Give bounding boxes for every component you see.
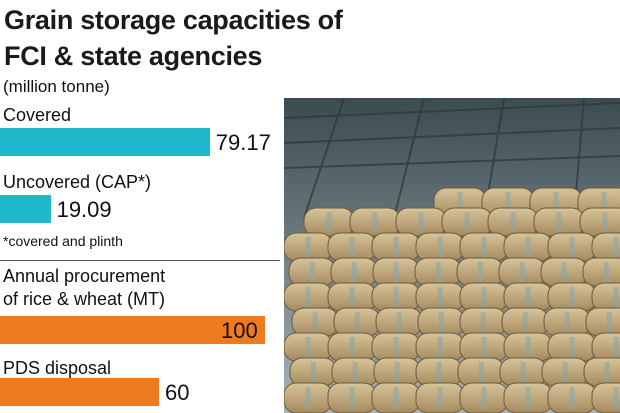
sack-stripe <box>553 192 559 214</box>
sack-stripe <box>556 212 562 232</box>
sack-stripe <box>569 287 575 307</box>
sack-stripe <box>372 212 378 232</box>
photo-illustration <box>284 98 620 413</box>
sack-stripe <box>349 287 355 307</box>
sack-stripe <box>478 362 484 382</box>
sack-stripe <box>604 362 610 382</box>
data-label-0-0: 79.17 <box>215 130 271 155</box>
category-label-covered: Covered <box>3 105 72 125</box>
sack-shape <box>583 357 620 387</box>
sack-shape <box>591 382 620 413</box>
sack-stripe <box>481 387 487 409</box>
sack-stripe <box>562 362 568 382</box>
sack-stripe <box>525 237 531 257</box>
sack-stripe <box>613 387 619 409</box>
sack-stripe <box>312 312 318 332</box>
bar-1-0 <box>0 316 265 344</box>
sack-stripe <box>305 387 311 409</box>
sack-stripe <box>602 212 608 232</box>
sack-stripe <box>305 337 311 357</box>
sack-stripe <box>477 262 483 282</box>
section-divider <box>0 260 280 261</box>
sack-stripe <box>613 237 619 257</box>
sack-stripe <box>354 312 360 332</box>
sack-stripe <box>418 212 424 232</box>
sack-stripe <box>525 287 531 307</box>
sack-stripe <box>437 387 443 409</box>
sack-stripe <box>480 312 486 332</box>
sack-stripe <box>601 192 607 214</box>
sack-stripe <box>525 387 531 409</box>
sack-stripe <box>569 387 575 409</box>
sack-stripe <box>437 237 443 257</box>
sack-stripe <box>613 287 619 307</box>
sack-stripe <box>437 287 443 307</box>
sack-stripe <box>481 287 487 307</box>
sack-stripe <box>569 337 575 357</box>
sack-stripe <box>352 362 358 382</box>
sack-stripe <box>457 192 463 214</box>
sack-stripe <box>519 262 525 282</box>
sack-stripe <box>393 387 399 409</box>
sack-stripe <box>437 337 443 357</box>
sack-shape <box>582 257 620 287</box>
sack-stripe <box>349 237 355 257</box>
sack-stripe <box>309 262 315 282</box>
sack-stripe <box>349 387 355 409</box>
sack-stripe <box>393 337 399 357</box>
bar-0-0 <box>0 128 210 156</box>
sack-stripe <box>603 262 609 282</box>
sack-stripe <box>561 262 567 282</box>
unit-label: (million tonne) <box>3 77 110 96</box>
category-label-pds: PDS disposal <box>3 358 112 378</box>
sack-stripe <box>326 212 332 232</box>
category-label-uncovered: Uncovered (CAP*) <box>3 172 152 192</box>
sack-stripe <box>505 192 511 214</box>
sack-stripe <box>522 312 528 332</box>
grain-sacks-photo <box>284 98 620 413</box>
sack-stripe <box>310 362 316 382</box>
sack-stripe <box>569 237 575 257</box>
sack-stripe <box>464 212 470 232</box>
sack-stripe <box>435 262 441 282</box>
sack-shape <box>579 207 620 237</box>
sack-stripe <box>436 362 442 382</box>
sack-stripe <box>393 262 399 282</box>
bar-1-1 <box>0 378 159 406</box>
sack-shape <box>585 307 620 337</box>
sack-stripe <box>351 262 357 282</box>
sack-stripe <box>564 312 570 332</box>
bar-0-1 <box>0 195 51 223</box>
sack-stripe <box>525 337 531 357</box>
sack-stripe <box>349 337 355 357</box>
sack-stripe <box>606 312 612 332</box>
sack-stripe <box>394 362 400 382</box>
sack-stripe <box>305 237 311 257</box>
data-label-0-1: 19.09 <box>56 197 112 222</box>
sack-stripe <box>520 362 526 382</box>
data-label-1-1: 60 <box>165 380 190 405</box>
footnote: *covered and plinth <box>3 233 123 249</box>
data-label-1-0: 100 <box>221 318 258 343</box>
sack-stripe <box>393 287 399 307</box>
chart-title: Grain storage capacities of FCI & state a… <box>4 5 343 71</box>
sack-stripe <box>393 237 399 257</box>
sack-stripe <box>613 337 619 357</box>
category-label-procurement: Annual procurement of rice & wheat (MT) <box>3 266 166 309</box>
sack-stripe <box>510 212 516 232</box>
sack-stripe <box>481 337 487 357</box>
sack-stripe <box>396 312 402 332</box>
sack-stripe <box>438 312 444 332</box>
sack-stripe <box>305 287 311 307</box>
sack-stripe <box>481 237 487 257</box>
